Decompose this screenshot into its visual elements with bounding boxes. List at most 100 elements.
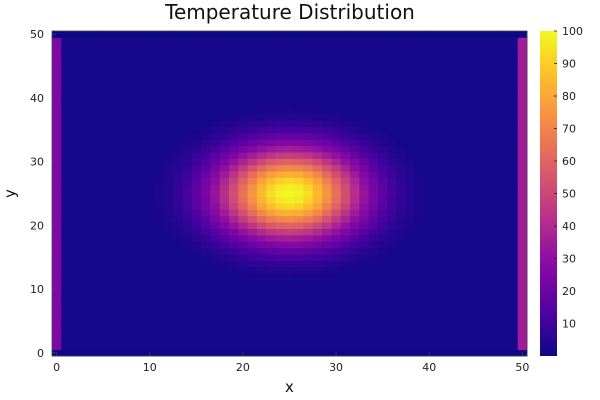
heatmap-cell — [284, 203, 295, 210]
colorbar-tick-label: 20 — [562, 285, 576, 298]
heatmap-cell — [452, 120, 463, 127]
heatmap-cell — [201, 349, 211, 357]
heatmap-cell — [98, 266, 109, 274]
heatmap-cell — [443, 139, 453, 147]
heatmap-cell — [331, 164, 342, 172]
heatmap-cell — [135, 273, 146, 280]
heatmap-cell — [405, 266, 416, 274]
heatmap-cell — [387, 190, 397, 198]
heatmap-cell — [508, 37, 519, 45]
heatmap-cell — [126, 152, 137, 159]
heatmap-cell — [489, 56, 500, 64]
heatmap-cell — [210, 158, 221, 166]
heatmap-cell — [61, 241, 72, 249]
heatmap-cell — [359, 31, 370, 38]
heatmap-cell — [52, 203, 62, 210]
heatmap-cell — [480, 62, 491, 70]
heatmap-cell — [452, 266, 463, 274]
heatmap-cell — [489, 266, 500, 274]
heatmap-cell — [89, 279, 99, 287]
heatmap-cell — [163, 222, 174, 229]
heatmap-cell — [415, 305, 425, 312]
heatmap-cell — [107, 190, 118, 198]
heatmap-cell — [303, 107, 314, 115]
heatmap-cell — [70, 215, 81, 223]
heatmap-cell — [219, 330, 230, 338]
heatmap-cell — [294, 171, 304, 178]
heatmap-cell — [461, 279, 472, 287]
heatmap-cell — [377, 298, 388, 306]
heatmap-cell — [499, 266, 509, 274]
heatmap-cell — [145, 279, 155, 287]
heatmap-cell — [238, 31, 248, 38]
heatmap-cell — [228, 305, 239, 312]
heatmap-cell — [191, 273, 202, 280]
heatmap-cell — [284, 343, 295, 351]
heatmap-cell — [52, 215, 62, 223]
heatmap-cell — [191, 101, 202, 108]
heatmap-cell — [331, 222, 342, 229]
heatmap-cell — [452, 37, 463, 45]
heatmap-cell — [443, 234, 453, 242]
heatmap-cell — [154, 81, 165, 89]
heatmap-cell — [173, 164, 183, 172]
heatmap-cell — [312, 349, 323, 357]
heatmap-cell — [210, 241, 221, 249]
heatmap-cell — [107, 298, 118, 306]
heatmap-cell — [340, 107, 351, 115]
heatmap-cell — [480, 152, 491, 159]
heatmap-cell — [79, 215, 90, 223]
heatmap-cell — [359, 183, 370, 191]
heatmap-cell — [70, 177, 81, 185]
heatmap-cell — [331, 50, 342, 57]
heatmap-cell — [145, 113, 155, 121]
heatmap-cell — [266, 279, 276, 287]
heatmap-cell — [154, 132, 165, 140]
heatmap-cell — [126, 177, 137, 185]
heatmap-cell — [210, 260, 221, 268]
heatmap-cell — [396, 69, 407, 77]
heatmap-cell — [247, 158, 258, 166]
heatmap-cell — [303, 31, 314, 38]
heatmap-cell — [256, 222, 267, 229]
heatmap-cell — [340, 215, 351, 223]
heatmap-cell — [517, 145, 528, 153]
heatmap-cell — [489, 247, 500, 255]
heatmap-cell — [275, 196, 286, 204]
heatmap-cell — [489, 273, 500, 280]
heatmap-cell — [387, 43, 397, 51]
heatmap-cell — [98, 145, 109, 153]
heatmap-cell — [117, 330, 127, 338]
heatmap-cell — [452, 247, 463, 255]
heatmap-cell — [145, 266, 155, 274]
heatmap-cell — [275, 50, 286, 57]
heatmap-cell — [201, 215, 211, 223]
heatmap-cell — [368, 145, 379, 153]
heatmap-cell — [256, 285, 267, 293]
heatmap-cell — [182, 81, 193, 89]
heatmap-cell — [61, 343, 72, 351]
heatmap-cell — [89, 81, 99, 89]
heatmap-cell — [517, 101, 528, 108]
heatmap-cell — [238, 196, 248, 204]
heatmap-cell — [368, 234, 379, 242]
heatmap-cell — [173, 266, 183, 274]
heatmap-cell — [182, 330, 193, 338]
heatmap-cell — [247, 183, 258, 191]
heatmap-cell — [52, 88, 62, 96]
heatmap-cell — [89, 241, 99, 249]
heatmap-cell — [377, 139, 388, 147]
heatmap-cell — [163, 349, 174, 357]
heatmap-cell — [377, 152, 388, 159]
heatmap-cell — [284, 101, 295, 108]
heatmap-cell — [266, 285, 276, 293]
heatmap-cell — [154, 190, 165, 198]
heatmap-cell — [52, 43, 62, 51]
colorbar-tick-label: 60 — [562, 155, 576, 168]
heatmap-cell — [163, 311, 174, 319]
heatmap-cell — [61, 336, 72, 344]
heatmap-cell — [303, 209, 314, 217]
heatmap-cell — [489, 101, 500, 108]
heatmap-cell — [508, 43, 519, 51]
heatmap-cell — [387, 317, 397, 325]
